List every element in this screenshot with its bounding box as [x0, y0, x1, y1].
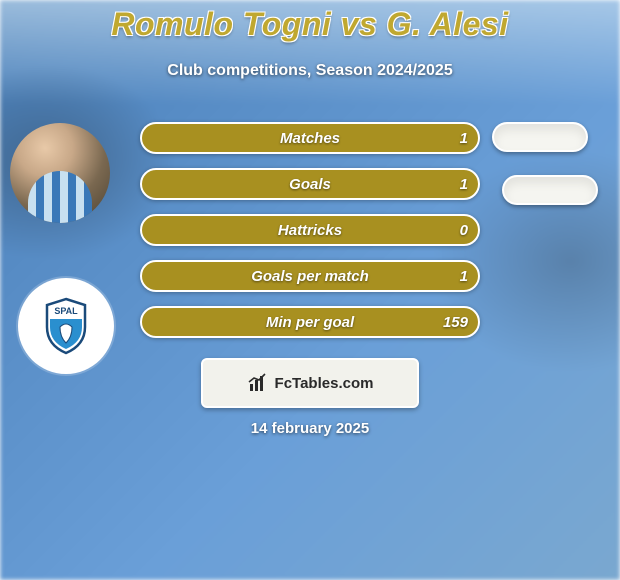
- stats-list: Matches 1 Goals 1 Hattricks 0 Goals per …: [140, 122, 480, 352]
- stat-label: Goals: [142, 176, 478, 193]
- stat-label: Hattricks: [142, 222, 478, 239]
- svg-text:SPAL: SPAL: [54, 306, 78, 316]
- stat-value-left: 1: [460, 176, 468, 193]
- stat-row: Hattricks 0: [140, 214, 480, 246]
- date-text: 14 february 2025: [0, 420, 620, 437]
- club-shield-icon: SPAL: [43, 297, 89, 355]
- brand-badge: FcTables.com: [201, 358, 419, 408]
- stat-label: Matches: [142, 130, 478, 147]
- chart-icon: [247, 372, 269, 394]
- club-badge: SPAL: [18, 278, 114, 374]
- stat-row: Goals 1: [140, 168, 480, 200]
- brand-text: FcTables.com: [275, 375, 374, 392]
- stat-row: Matches 1: [140, 122, 480, 154]
- stat-value-left: 159: [443, 314, 468, 331]
- stat-row: Min per goal 159: [140, 306, 480, 338]
- stat-value-left: 0: [460, 222, 468, 239]
- stat-value-left: 1: [460, 130, 468, 147]
- page-title: Romulo Togni vs G. Alesi: [0, 6, 620, 43]
- player-avatar: [10, 123, 110, 223]
- page-subtitle: Club competitions, Season 2024/2025: [0, 62, 620, 80]
- comparison-card: Romulo Togni vs G. Alesi Club competitio…: [0, 0, 620, 580]
- stat-value-right-bubble: [492, 122, 588, 152]
- stat-label: Min per goal: [142, 314, 478, 331]
- stat-value-right-bubble: [502, 175, 598, 205]
- stat-row: Goals per match 1: [140, 260, 480, 292]
- stat-value-left: 1: [460, 268, 468, 285]
- stat-label: Goals per match: [142, 268, 478, 285]
